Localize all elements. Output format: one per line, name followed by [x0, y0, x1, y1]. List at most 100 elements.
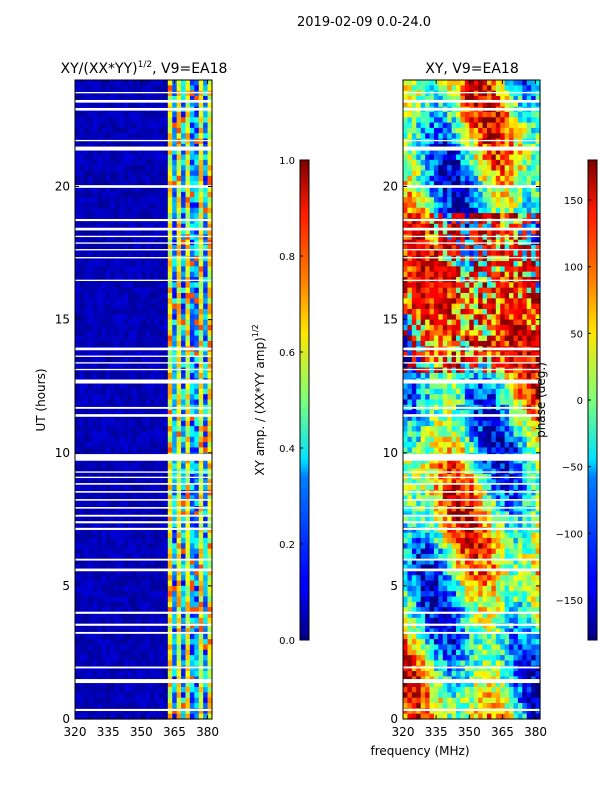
heatmap-cell	[189, 596, 195, 603]
heatmap-cell	[101, 708, 107, 715]
heatmap-cell	[141, 665, 147, 672]
heatmap-cell	[407, 127, 413, 134]
heatmap-cell	[92, 516, 98, 523]
heatmap-cell	[101, 308, 107, 315]
heatmap-cell	[75, 458, 81, 464]
heatmap-cell	[198, 202, 204, 209]
heatmap-cell	[158, 282, 164, 289]
heatmap-cell	[97, 111, 103, 118]
heatmap-cell	[83, 181, 89, 188]
heatmap-cell	[150, 431, 156, 438]
heatmap-cell	[181, 607, 187, 614]
heatmap-cell	[101, 149, 107, 156]
heatmap-cell	[203, 559, 209, 566]
heatmap-cell	[92, 372, 98, 379]
heatmap-cell	[163, 612, 169, 619]
flagged-row	[75, 476, 212, 479]
heatmap-cell	[105, 559, 111, 566]
flagged-row	[75, 708, 212, 712]
heatmap-cell	[92, 324, 98, 331]
heatmap-cell	[167, 628, 173, 635]
heatmap-cell	[92, 687, 98, 693]
heatmap-cell	[150, 649, 156, 656]
heatmap-cell	[128, 708, 134, 715]
heatmap-cell	[158, 410, 164, 417]
heatmap-cell	[407, 197, 413, 204]
heatmap-cell	[158, 122, 164, 129]
heatmap-cell	[509, 117, 515, 124]
heatmap-cell	[88, 95, 94, 102]
heatmap-cell	[136, 516, 142, 523]
heatmap-cell	[486, 95, 492, 102]
heatmap-cell	[119, 410, 125, 417]
heatmap-cell	[97, 191, 103, 198]
heatmap-cell	[110, 80, 116, 86]
heatmap-cell	[97, 149, 103, 156]
heatmap-cell	[128, 90, 134, 97]
heatmap-cell	[181, 660, 187, 667]
heatmap-cell	[203, 362, 209, 369]
heatmap-cell	[123, 197, 129, 204]
heatmap-cell	[145, 655, 151, 662]
heatmap-cell	[88, 293, 94, 299]
heatmap-cell	[198, 165, 204, 172]
heatmap-cell	[132, 697, 138, 704]
heatmap-cell	[83, 234, 89, 241]
heatmap-cell	[105, 575, 111, 582]
heatmap-cell	[531, 111, 537, 118]
heatmap-cell	[509, 261, 515, 267]
heatmap-cell	[75, 287, 81, 294]
heatmap-cell	[172, 548, 178, 555]
heatmap-cell	[83, 633, 89, 640]
heatmap-cell	[531, 191, 537, 198]
heatmap-cell	[207, 335, 213, 342]
heatmap-cell	[207, 159, 213, 166]
heatmap-cell	[420, 90, 426, 97]
heatmap-cell	[145, 319, 151, 326]
heatmap-cell	[181, 271, 187, 278]
heatmap-cell	[97, 282, 103, 289]
heatmap-cell	[128, 458, 134, 464]
heatmap-cell	[469, 245, 475, 251]
flagged-row	[75, 139, 212, 142]
heatmap-cell	[433, 186, 439, 193]
heatmap-cell	[158, 431, 164, 438]
heatmap-cell	[128, 521, 134, 528]
heatmap-cell	[101, 372, 107, 379]
heatmap-cell	[105, 186, 111, 193]
heatmap-cell	[198, 713, 204, 720]
heatmap-cell	[486, 207, 492, 214]
heatmap-cell	[478, 191, 484, 198]
heatmap-cell	[185, 500, 191, 507]
heatmap-cell	[198, 399, 204, 406]
heatmap-cell	[513, 218, 519, 225]
heatmap-cell	[176, 308, 182, 315]
heatmap-cell	[181, 537, 187, 544]
heatmap-cell	[176, 490, 182, 496]
heatmap-cell	[189, 330, 195, 337]
heatmap-cell	[194, 559, 200, 566]
heatmap-cell	[478, 271, 484, 278]
heatmap-cell	[88, 394, 94, 401]
heatmap-cell	[150, 261, 156, 267]
heatmap-cell	[150, 298, 156, 305]
heatmap-cell	[79, 511, 85, 518]
heatmap-cell	[83, 356, 89, 363]
heatmap-cell	[154, 197, 160, 204]
heatmap-cell	[486, 266, 492, 273]
heatmap-cell	[403, 138, 409, 145]
heatmap-cell	[141, 250, 147, 257]
heatmap-cell	[429, 154, 435, 161]
heatmap-cell	[495, 245, 501, 251]
heatmap-cell	[97, 697, 103, 704]
heatmap-cell	[110, 543, 116, 550]
heatmap-cell	[176, 553, 182, 560]
heatmap-cell	[123, 165, 129, 172]
heatmap-cell	[189, 591, 195, 598]
heatmap-cell	[460, 255, 466, 262]
heatmap-cell	[110, 479, 116, 486]
heatmap-cell	[92, 261, 98, 267]
heatmap-cell	[92, 122, 98, 129]
heatmap-cell	[110, 388, 116, 395]
heatmap-cell	[158, 340, 164, 347]
